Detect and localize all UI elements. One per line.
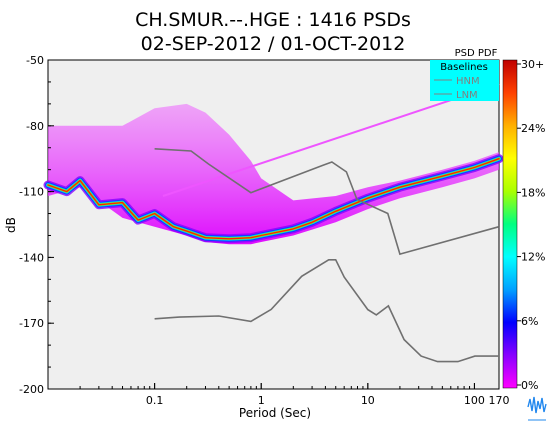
x-axis-label: Period (Sec) [239,406,311,420]
colorbar-tick-label: 24% [521,122,545,135]
x-tick-label: 1 [258,394,265,407]
y-tick-label: -170 [19,317,44,330]
colorbar-tick-label: 0% [521,379,538,392]
legend-title: Baselines [440,62,488,73]
pdf-mode-band-4 [47,157,500,240]
colorbar-tick-label: 30+ [521,58,544,71]
colorbar-tick-label: 18% [521,186,545,199]
colorbar-title: PSD PDF [455,48,498,59]
y-axis: -50 -80 -110 -140 -170 -200 [19,54,54,396]
legend-entry-lnm: LNM [456,90,478,101]
outlier-psd-line [162,83,500,197]
colorbar-tick-label: 12% [521,251,545,264]
pdf-density [43,83,504,245]
chart-title-line2: 02-SEP-2012 / 01-OCT-2012 [141,33,406,55]
colorbar-ticks: 30+ 24% 18% 12% 6% 0% [517,58,545,392]
hnm-line [154,148,500,256]
colorbar-tick-label: 6% [521,315,538,328]
y-axis-label: dB [4,217,18,233]
legend-entry-hnm: HNM [456,76,480,87]
y-tick-label: -80 [26,120,44,133]
x-tick-label: 0.1 [146,394,164,407]
baseline-lines [154,148,500,363]
x-tick-label: 100 [464,394,485,407]
pdf-cloud [48,103,499,245]
colorbar [502,59,518,389]
chart-title-line1: CH.SMUR.--.HGE : 1416 PSDs [135,9,411,31]
y-tick-label: -200 [19,383,44,396]
lnm-line [154,258,499,363]
waveform-logo-icon [527,396,547,421]
x-axis: 0.1 1 10 100 170 [47,383,510,407]
x-tick-label: 170 [489,394,510,407]
y-tick-label: -50 [26,54,44,67]
legend: Baselines HNM LNM [430,60,499,101]
x-tick-label: 10 [361,394,375,407]
y-tick-label: -140 [19,251,44,264]
y-tick-label: -110 [19,186,44,199]
